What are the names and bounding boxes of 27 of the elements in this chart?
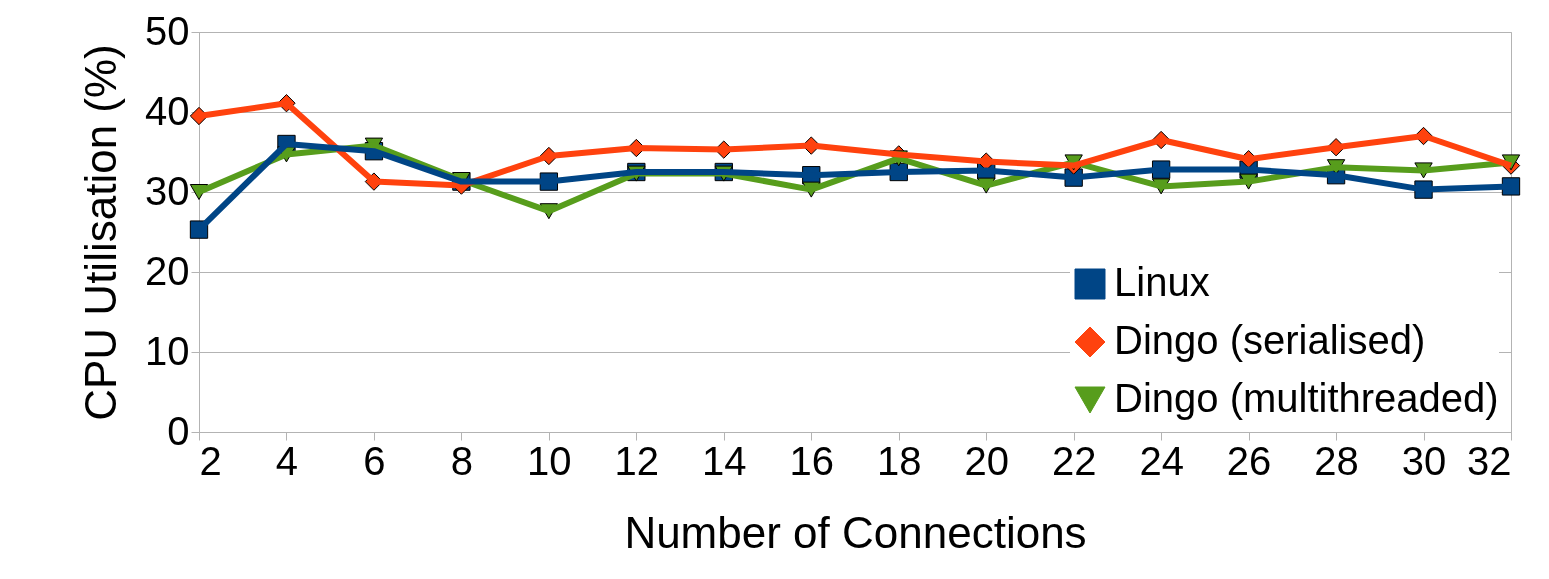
x-tick-label: 32	[1467, 438, 1512, 483]
x-tick-label: 2	[199, 438, 222, 483]
x-tick-label: 14	[702, 438, 747, 483]
x-tick-label: 4	[275, 438, 299, 483]
y-tick-label: 10	[145, 328, 190, 373]
x-tick-label: 26	[1226, 438, 1272, 483]
x-tick-label: 20	[964, 438, 1009, 483]
y-tick-label: 50	[145, 8, 190, 53]
x-tick-label: 10	[527, 438, 572, 483]
x-tick-label: 24	[1139, 438, 1184, 483]
x-tick-label: 12	[614, 438, 660, 483]
y-tick-label: 20	[145, 248, 190, 293]
x-tick-label: 16	[789, 438, 835, 483]
x-tick-label: 8	[450, 438, 474, 483]
x-tick-label: 30	[1401, 438, 1447, 483]
x-tick-label: 28	[1314, 438, 1359, 483]
y-tick-label: 0	[167, 408, 190, 453]
y-tick-label: 40	[145, 88, 190, 133]
x-tick-label: 18	[876, 438, 922, 483]
legend-label: Dingo (multithreaded)	[1114, 376, 1499, 420]
y-tick-label: 30	[145, 168, 190, 213]
legend-label: Linux	[1114, 260, 1210, 304]
x-tick-label: 6	[363, 438, 386, 483]
y-axis-title: CPU Utilisation (%)	[76, 44, 126, 421]
legend-label: Dingo (serialised)	[1114, 318, 1426, 362]
x-tick-label: 22	[1051, 438, 1097, 483]
x-axis-title: Number of Connections	[624, 507, 1087, 557]
